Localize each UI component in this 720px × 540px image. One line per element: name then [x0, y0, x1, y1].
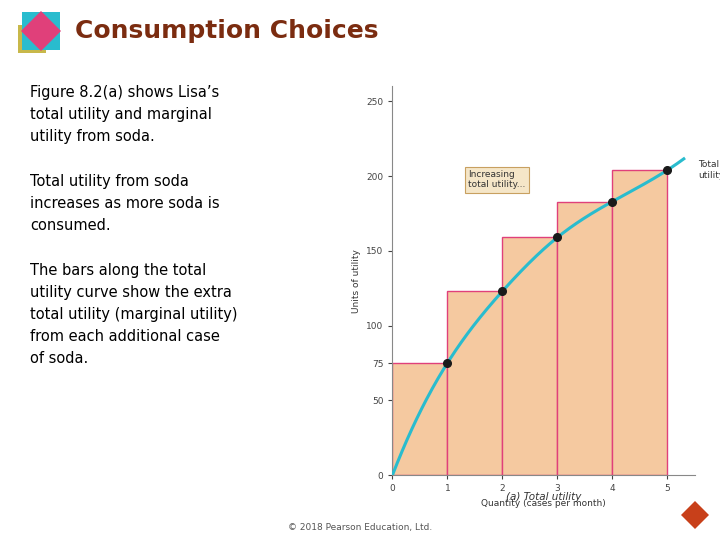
Text: © 2018 Pearson Education, Ltd.: © 2018 Pearson Education, Ltd.: [288, 523, 432, 532]
Text: (a) Total utility: (a) Total utility: [506, 492, 581, 502]
Polygon shape: [681, 501, 709, 529]
Text: Increasing
total utility...: Increasing total utility...: [468, 170, 526, 190]
Bar: [612, 170, 667, 475]
Text: Figure 8.2(a) shows Lisa’s
total utility and marginal
utility from soda.

Total : Figure 8.2(a) shows Lisa’s total utility…: [30, 85, 238, 367]
Bar: [392, 363, 447, 475]
Bar: [447, 291, 503, 475]
Bar: [557, 201, 612, 475]
FancyBboxPatch shape: [22, 12, 60, 50]
Text: Total
utility: Total utility: [698, 160, 720, 180]
Polygon shape: [21, 11, 61, 51]
Bar: [503, 238, 557, 475]
Y-axis label: Units of utility: Units of utility: [351, 249, 361, 313]
Text: Consumption Choices: Consumption Choices: [75, 19, 379, 43]
X-axis label: Quantity (cases per month): Quantity (cases per month): [481, 499, 606, 508]
FancyBboxPatch shape: [18, 25, 46, 53]
